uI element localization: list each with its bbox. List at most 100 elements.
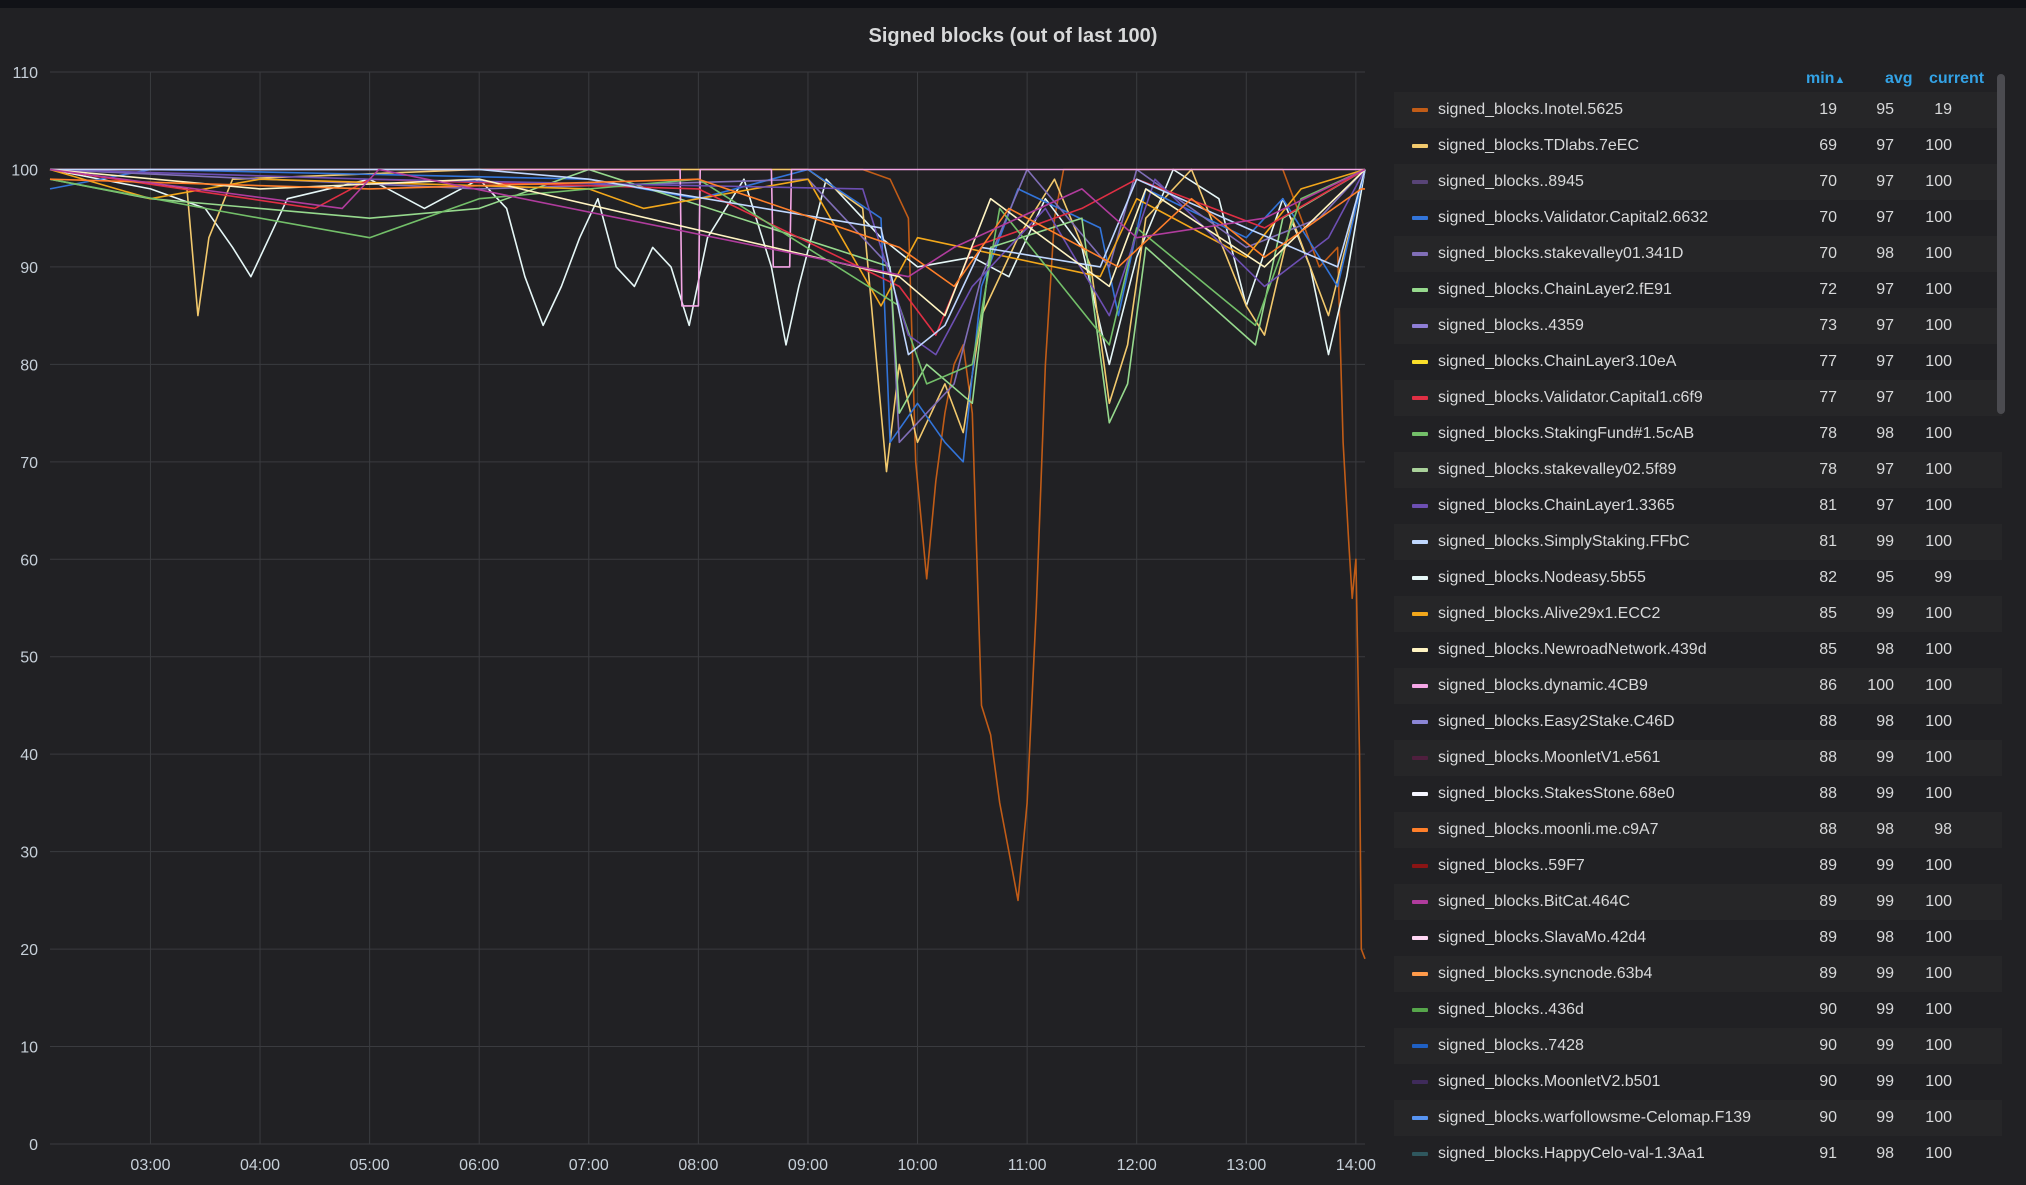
legend-row[interactable]: signed_blocks.BitCat.464C 89 99 100	[1394, 884, 2002, 920]
series-color-swatch[interactable]	[1412, 252, 1428, 256]
series-name[interactable]: signed_blocks.ChainLayer3.10eA	[1438, 353, 1677, 370]
series-avg: 99	[1876, 785, 1894, 802]
legend-row[interactable]: signed_blocks.Inotel.5625 19 95 19	[1394, 92, 2002, 128]
series-color-swatch[interactable]	[1412, 576, 1428, 580]
panel-title[interactable]: Signed blocks (out of last 100)	[868, 25, 1158, 47]
series-color-swatch[interactable]	[1412, 684, 1428, 688]
series-name[interactable]: signed_blocks.StakesStone.68e0	[1438, 785, 1675, 802]
series-color-swatch[interactable]	[1412, 1008, 1428, 1012]
series-color-swatch[interactable]	[1412, 792, 1428, 796]
series-color-swatch[interactable]	[1412, 468, 1428, 472]
series-color-swatch[interactable]	[1412, 180, 1428, 184]
legend-row[interactable]: signed_blocks.Validator.Capital2.6632 70 9…	[1394, 200, 2002, 236]
series-name[interactable]: signed_blocks.warfollowsme-Celomap.F139	[1438, 1109, 1752, 1126]
series-name[interactable]: signed_blocks..8945	[1438, 173, 1584, 190]
legend-row[interactable]: signed_blocks.stakevalley02.5f89 78 97 100	[1394, 452, 2002, 488]
legend-col-avg[interactable]: avg	[1885, 70, 1913, 87]
legend-row[interactable]: signed_blocks.moonli.me.c9A7 88 98 98	[1394, 812, 2002, 848]
series-color-swatch[interactable]	[1412, 288, 1428, 292]
series-color-swatch[interactable]	[1412, 972, 1428, 976]
legend-row[interactable]: signed_blocks.StakesStone.68e0 88 99 100	[1394, 776, 2002, 812]
series-color-swatch[interactable]	[1412, 720, 1428, 724]
series-name[interactable]: signed_blocks.NewroadNetwork.439d	[1438, 641, 1707, 658]
legend-row[interactable]: signed_blocks.TDlabs.7eEC 69 97 100	[1394, 128, 2002, 164]
series-name[interactable]: signed_blocks.HappyCelo-val-1.3Aa1	[1438, 1145, 1705, 1162]
legend-row[interactable]: signed_blocks.stakevalley01.341D 70 98 100	[1394, 236, 2002, 272]
series-color-swatch[interactable]	[1412, 324, 1428, 328]
legend-row[interactable]: signed_blocks.SlavaMo.42d4 89 98 100	[1394, 920, 2002, 956]
series-name[interactable]: signed_blocks.Easy2Stake.C46D	[1438, 713, 1675, 730]
legend-col-current[interactable]: current	[1929, 70, 1985, 87]
series-name[interactable]: signed_blocks.dynamic.4CB9	[1438, 677, 1648, 694]
legend-row[interactable]: signed_blocks.Alive29x1.ECC2 85 99 100	[1394, 596, 2002, 632]
series-name[interactable]: signed_blocks..59F7	[1438, 857, 1585, 874]
series-name[interactable]: signed_blocks.SimplyStaking.FFbC	[1438, 533, 1690, 550]
series-color-swatch[interactable]	[1412, 360, 1428, 364]
legend-row[interactable]: signed_blocks.HappyCelo-val-1.3Aa1 91 98 10…	[1394, 1136, 2002, 1172]
series-name[interactable]: signed_blocks.ChainLayer1.3365	[1438, 497, 1675, 514]
series-color-swatch[interactable]	[1412, 504, 1428, 508]
series-avg: 99	[1876, 1073, 1894, 1090]
series-name[interactable]: signed_blocks.TDlabs.7eEC	[1438, 137, 1639, 154]
series-color-swatch[interactable]	[1412, 432, 1428, 436]
legend-col-min[interactable]: min▲	[1806, 70, 1845, 88]
series-color-swatch[interactable]	[1412, 1080, 1428, 1084]
series-min: 90	[1819, 1073, 1837, 1090]
legend-row[interactable]: signed_blocks.ChainLayer2.fE91 72 97 100	[1394, 272, 2002, 308]
series-name[interactable]: signed_blocks.Validator.Capital2.6632	[1438, 209, 1709, 226]
legend-row[interactable]: signed_blocks.ChainLayer3.10eA 77 97 100	[1394, 344, 2002, 380]
series-color-swatch[interactable]	[1412, 756, 1428, 760]
legend-row[interactable]: signed_blocks..436d 90 99 100	[1394, 992, 2002, 1028]
legend-row[interactable]: signed_blocks.MoonletV2.b501 90 99 100	[1394, 1064, 2002, 1100]
series-name[interactable]: signed_blocks.Validator.Capital1.c6f9	[1438, 389, 1703, 406]
legend-row[interactable]: signed_blocks.Nodeasy.5b55 82 95 99	[1394, 560, 2002, 596]
series-name[interactable]: signed_blocks.Inotel.5625	[1438, 101, 1624, 118]
legend-row[interactable]: signed_blocks.ChainLayer1.3365 81 97 100	[1394, 488, 2002, 524]
series-color-swatch[interactable]	[1412, 1116, 1428, 1120]
series-color-swatch[interactable]	[1412, 828, 1428, 832]
legend-row[interactable]: signed_blocks.NewroadNetwork.439d 85 98 100	[1394, 632, 2002, 668]
legend-row[interactable]: signed_blocks.Validator.Capital1.c6f9 77 9…	[1394, 380, 2002, 416]
series-color-swatch[interactable]	[1412, 1044, 1428, 1048]
legend-row[interactable]: signed_blocks.SimplyStaking.FFbC 81 99 100	[1394, 524, 2002, 560]
legend-row[interactable]: signed_blocks.syncnode.63b4 89 99 100	[1394, 956, 2002, 992]
series-name[interactable]: signed_blocks..7428	[1438, 1037, 1584, 1054]
series-color-swatch[interactable]	[1412, 540, 1428, 544]
series-color-swatch[interactable]	[1412, 396, 1428, 400]
series-name[interactable]: signed_blocks.SlavaMo.42d4	[1438, 929, 1647, 946]
series-name[interactable]: signed_blocks.stakevalley01.341D	[1438, 245, 1684, 262]
series-name[interactable]: signed_blocks.syncnode.63b4	[1438, 965, 1653, 982]
legend-row[interactable]: signed_blocks..7428 90 99 100	[1394, 1028, 2002, 1064]
legend-row[interactable]: signed_blocks.dynamic.4CB9 86 100 100	[1394, 668, 2002, 704]
legend-row[interactable]: signed_blocks.Easy2Stake.C46D 88 98 100	[1394, 704, 2002, 740]
series-color-swatch[interactable]	[1412, 216, 1428, 220]
legend-row[interactable]: signed_blocks.warfollowsme-Celomap.F139 9…	[1394, 1100, 2002, 1136]
series-name[interactable]: signed_blocks.stakevalley02.5f89	[1438, 461, 1677, 478]
series-color-swatch[interactable]	[1412, 864, 1428, 868]
series-name[interactable]: signed_blocks.moonli.me.c9A7	[1438, 821, 1659, 838]
legend-row[interactable]: signed_blocks..4359 73 97 100	[1394, 308, 2002, 344]
series-name[interactable]: signed_blocks.Nodeasy.5b55	[1438, 569, 1646, 586]
legend-row[interactable]: signed_blocks.MoonletV1.e561 88 99 100	[1394, 740, 2002, 776]
series-color-swatch[interactable]	[1412, 108, 1428, 112]
series-name[interactable]: signed_blocks.BitCat.464C	[1438, 893, 1631, 910]
legend-row[interactable]: signed_blocks.StakingFund#1.5cAB 78 98 100	[1394, 416, 2002, 452]
legend-row[interactable]: signed_blocks..8945 70 97 100	[1394, 164, 2002, 200]
series-color-swatch[interactable]	[1412, 900, 1428, 904]
series-color-swatch[interactable]	[1412, 648, 1428, 652]
series-name[interactable]: signed_blocks.Alive29x1.ECC2	[1438, 605, 1661, 622]
series-name[interactable]: signed_blocks.MoonletV1.e561	[1438, 749, 1661, 766]
series-name[interactable]: signed_blocks.StakingFund#1.5cAB	[1438, 425, 1695, 442]
series-color-swatch[interactable]	[1412, 144, 1428, 148]
series-min: 90	[1819, 1001, 1837, 1018]
series-name[interactable]: signed_blocks.MoonletV2.b501	[1438, 1073, 1661, 1090]
series-name[interactable]: signed_blocks.ChainLayer2.fE91	[1438, 281, 1672, 298]
series-name[interactable]: signed_blocks..436d	[1438, 1001, 1584, 1018]
series-color-swatch[interactable]	[1412, 612, 1428, 616]
series-name[interactable]: signed_blocks..4359	[1438, 317, 1584, 334]
legend-row[interactable]: signed_blocks..59F7 89 99 100	[1394, 848, 2002, 884]
series-color-swatch[interactable]	[1412, 936, 1428, 940]
series-color-swatch[interactable]	[1412, 1152, 1428, 1156]
legend-scrollbar[interactable]	[1997, 74, 2005, 414]
